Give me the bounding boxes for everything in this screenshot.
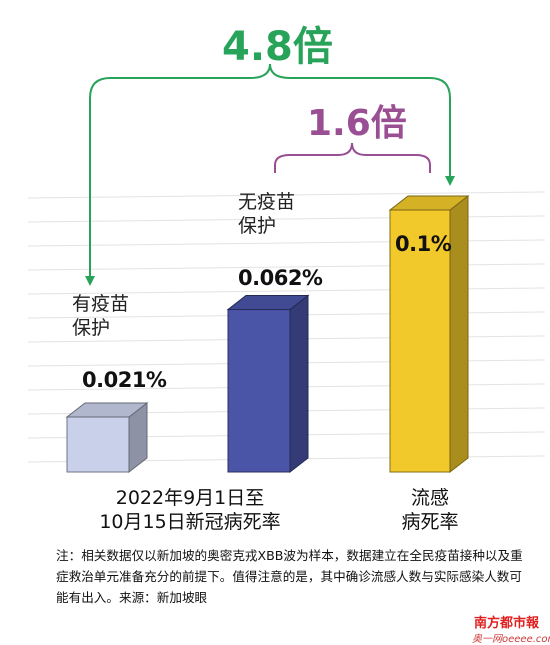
axis-label-line: 流感 [410,487,449,509]
ratio-text: 4.8倍 [222,24,333,70]
arrowhead-icon [85,276,95,286]
axis-label-flu: 流感 病死率 [380,486,480,534]
axis-label-covid: 2022年9月1日至 10月15日新冠病死率 [70,486,310,534]
bar-unvaccinated-top [226,295,310,311]
ratio-label-1.6x: 1.6倍 [307,94,407,146]
category-label-vaccinated: 有疫苗 保护 [72,293,130,339]
bar-unvaccinated-side [289,294,309,474]
ratio-label-4.8x: 4.8倍 [222,14,333,72]
bar-vaccinated-top [65,402,149,418]
gridline [27,191,546,199]
footnote: 注：相关数据仅以新加坡的奥密克戎XBB波为样本，数据建立在全民疫苗接种以及重症救… [56,548,523,605]
bar-flu-side [449,194,469,474]
category-label-unvaccinated: 无疫苗 保护 [238,191,296,237]
source-website: 奥一网oeeee.com [472,634,550,645]
data-label-unvaccinated: 0.062% [238,266,323,290]
bar-flu-top [388,195,470,211]
bracket-1.6x [274,142,431,173]
bar-unvaccinated [227,309,291,473]
arrowhead-icon [445,176,455,186]
data-label-vaccinated: 0.021% [82,368,167,392]
ratio-text: 1.6倍 [307,103,407,144]
axis-label-line: 10月15日新冠病死率 [99,511,281,533]
axis-label-line: 病死率 [401,511,459,533]
bar-flu [389,209,451,473]
data-label-flu: 0.1% [395,232,452,256]
axis-label-line: 2022年9月1日至 [115,487,265,509]
bracket-4.8x [89,63,451,99]
bar-vaccinated [66,416,130,473]
source-logo: 南方都市報 [474,616,540,631]
